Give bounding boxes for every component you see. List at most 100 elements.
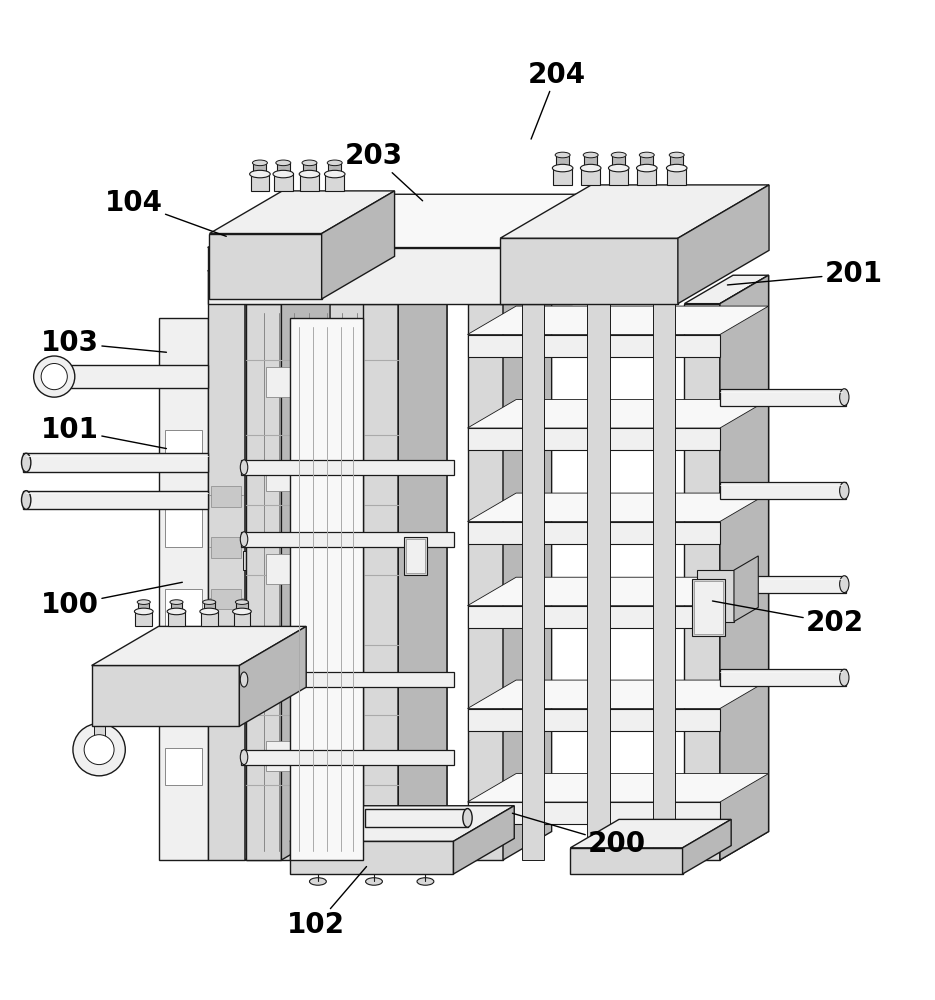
Polygon shape: [239, 626, 307, 726]
Ellipse shape: [240, 460, 248, 475]
Polygon shape: [584, 155, 597, 168]
Text: 203: 203: [345, 142, 423, 201]
Bar: [329, 554, 355, 584]
Polygon shape: [208, 243, 294, 271]
Polygon shape: [670, 155, 683, 168]
Polygon shape: [684, 275, 769, 304]
Bar: [165, 748, 202, 785]
Bar: [211, 692, 241, 712]
Polygon shape: [253, 163, 266, 174]
Polygon shape: [468, 306, 769, 335]
Polygon shape: [136, 611, 152, 626]
Ellipse shape: [609, 164, 629, 172]
Polygon shape: [277, 163, 290, 174]
Ellipse shape: [637, 164, 657, 172]
Polygon shape: [720, 669, 846, 686]
Ellipse shape: [22, 491, 31, 509]
Ellipse shape: [611, 152, 626, 158]
Polygon shape: [363, 275, 447, 304]
Polygon shape: [274, 174, 293, 191]
Polygon shape: [468, 680, 769, 709]
Ellipse shape: [302, 160, 317, 166]
Ellipse shape: [840, 576, 849, 593]
Bar: [329, 648, 355, 678]
Polygon shape: [251, 174, 269, 191]
Text: 204: 204: [527, 61, 585, 139]
Ellipse shape: [22, 453, 31, 472]
Polygon shape: [290, 318, 363, 860]
Ellipse shape: [240, 672, 248, 687]
Ellipse shape: [555, 152, 570, 158]
Polygon shape: [325, 174, 344, 191]
Polygon shape: [468, 606, 720, 628]
Polygon shape: [720, 576, 846, 593]
Polygon shape: [241, 750, 454, 765]
Polygon shape: [159, 318, 208, 860]
Polygon shape: [290, 841, 453, 874]
Ellipse shape: [667, 164, 687, 172]
Polygon shape: [500, 185, 770, 238]
Bar: [266, 741, 292, 771]
Polygon shape: [468, 493, 769, 522]
Polygon shape: [398, 275, 447, 860]
Polygon shape: [168, 611, 185, 626]
Polygon shape: [610, 168, 628, 185]
Ellipse shape: [366, 878, 382, 885]
Polygon shape: [468, 577, 769, 606]
Ellipse shape: [167, 608, 186, 615]
Ellipse shape: [583, 152, 598, 158]
Polygon shape: [246, 275, 330, 304]
Ellipse shape: [135, 608, 153, 615]
Text: 100: 100: [41, 582, 182, 619]
Polygon shape: [241, 460, 454, 475]
Polygon shape: [398, 275, 447, 860]
Ellipse shape: [137, 600, 151, 604]
Polygon shape: [468, 275, 552, 304]
Bar: [266, 367, 292, 397]
Polygon shape: [208, 271, 245, 860]
Polygon shape: [570, 848, 683, 874]
Polygon shape: [208, 194, 664, 248]
Ellipse shape: [553, 164, 573, 172]
Polygon shape: [468, 400, 769, 428]
Polygon shape: [720, 389, 846, 406]
Bar: [243, 650, 260, 668]
Bar: [211, 640, 241, 661]
Polygon shape: [582, 168, 600, 185]
Text: 102: 102: [287, 867, 367, 939]
Polygon shape: [363, 304, 398, 860]
Ellipse shape: [240, 532, 248, 547]
Ellipse shape: [669, 152, 684, 158]
Polygon shape: [453, 806, 514, 874]
Ellipse shape: [250, 170, 270, 178]
Polygon shape: [556, 155, 569, 168]
Polygon shape: [468, 774, 769, 802]
Polygon shape: [328, 163, 341, 174]
Polygon shape: [640, 155, 654, 168]
Polygon shape: [281, 275, 330, 860]
Ellipse shape: [240, 750, 248, 765]
Polygon shape: [209, 191, 395, 234]
Ellipse shape: [299, 170, 320, 178]
Ellipse shape: [276, 160, 291, 166]
Bar: [329, 367, 355, 397]
Polygon shape: [668, 168, 686, 185]
Polygon shape: [612, 155, 626, 168]
Bar: [266, 461, 292, 491]
Text: 104: 104: [105, 189, 226, 236]
Polygon shape: [365, 809, 468, 827]
Bar: [329, 461, 355, 491]
Ellipse shape: [252, 160, 267, 166]
Bar: [697, 570, 734, 622]
Ellipse shape: [640, 152, 654, 158]
Bar: [211, 537, 241, 558]
Polygon shape: [720, 482, 846, 499]
Polygon shape: [653, 304, 675, 860]
Ellipse shape: [273, 170, 294, 178]
Ellipse shape: [200, 608, 219, 615]
Circle shape: [34, 356, 75, 397]
Polygon shape: [683, 819, 731, 874]
Polygon shape: [246, 304, 398, 860]
Bar: [243, 551, 260, 570]
Bar: [165, 509, 202, 547]
